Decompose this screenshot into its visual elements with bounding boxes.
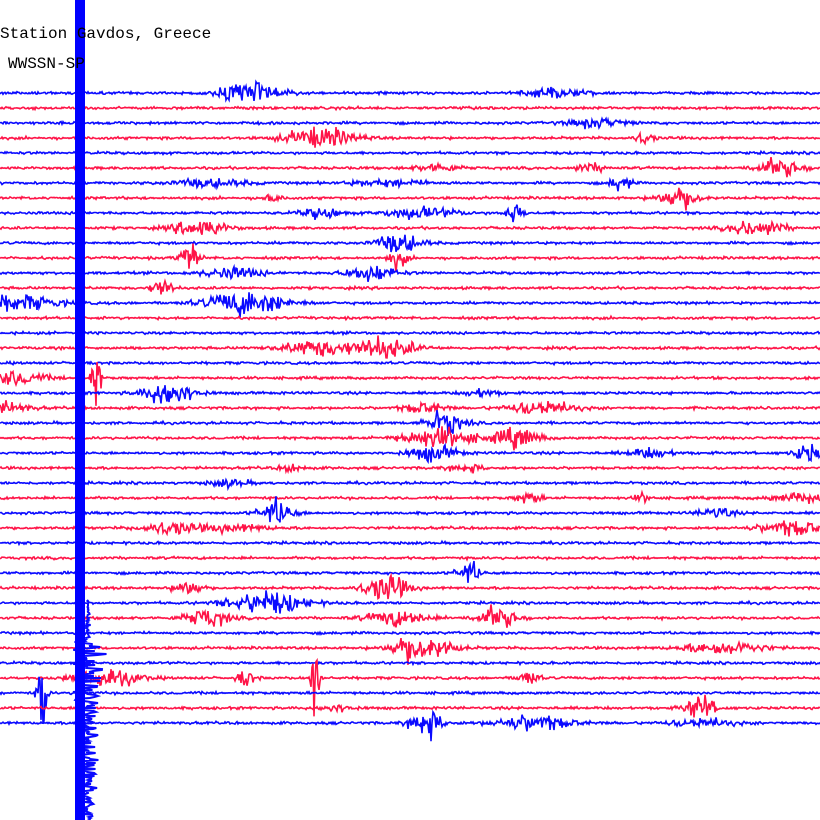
trace <box>0 204 820 223</box>
time-marker <box>75 0 85 820</box>
trace <box>0 442 820 465</box>
station-label: Station Gavdos, Greece <box>0 25 211 43</box>
trace <box>0 104 820 112</box>
trace <box>0 359 820 367</box>
trace <box>0 156 820 178</box>
trace <box>0 477 820 492</box>
trace <box>0 604 820 628</box>
trace <box>0 385 820 404</box>
trace <box>0 400 820 415</box>
trace <box>0 709 820 742</box>
trace <box>0 590 820 614</box>
trace <box>0 572 820 601</box>
trace <box>0 243 820 273</box>
trace <box>0 116 820 130</box>
trace <box>0 694 820 718</box>
trace <box>0 234 820 253</box>
traces <box>0 79 820 820</box>
trace <box>0 292 820 318</box>
trace <box>0 219 820 236</box>
trace <box>0 496 820 523</box>
trace <box>0 676 820 725</box>
trace <box>0 278 820 295</box>
trace <box>0 520 820 537</box>
trace <box>0 176 820 192</box>
trace <box>0 539 820 547</box>
trace <box>0 560 820 583</box>
trace <box>0 637 820 665</box>
trace <box>0 629 820 637</box>
trace <box>0 329 820 337</box>
trace <box>0 409 820 436</box>
trace <box>0 659 820 667</box>
trace <box>0 263 820 282</box>
trace <box>0 463 820 475</box>
trace <box>0 149 820 157</box>
trace <box>0 362 820 406</box>
trace <box>0 335 820 359</box>
trace <box>0 489 820 506</box>
network-label: WWSSN-SP <box>8 55 85 73</box>
trace <box>0 657 820 717</box>
trace <box>0 79 820 103</box>
trace <box>0 314 820 322</box>
trace <box>0 426 820 451</box>
trace <box>0 126 820 148</box>
trace <box>0 187 820 211</box>
trace <box>0 554 820 562</box>
